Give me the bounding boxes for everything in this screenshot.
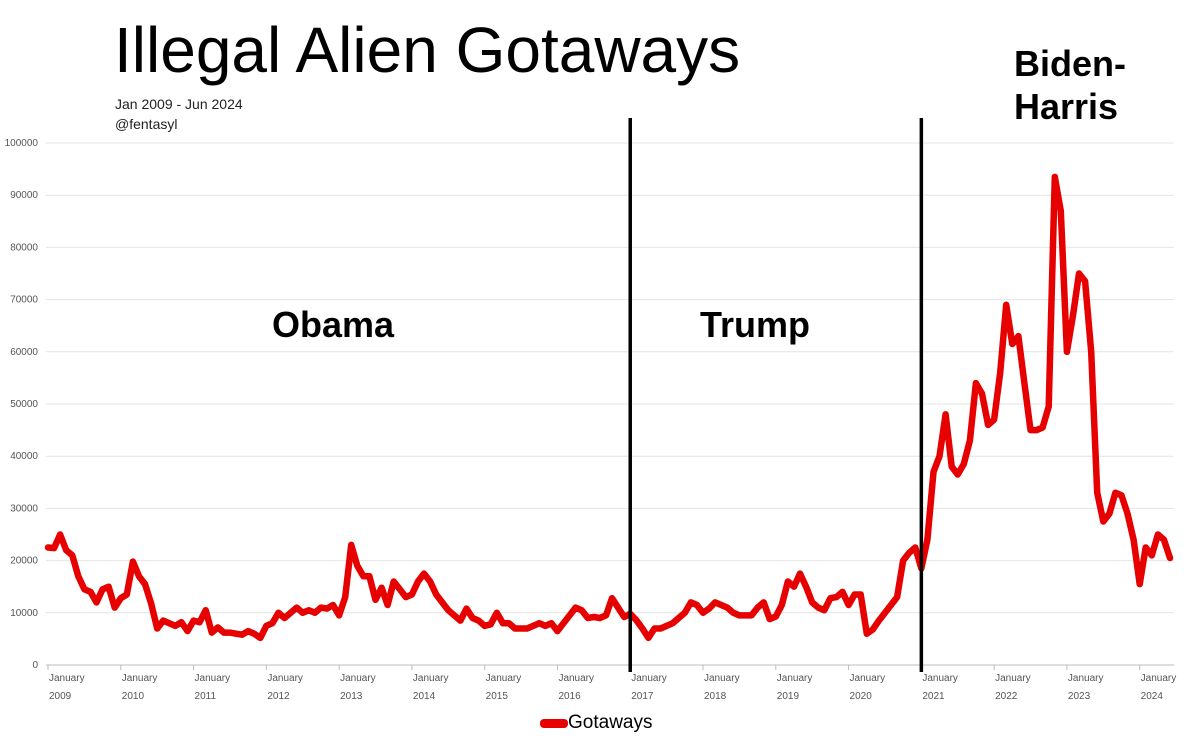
x-tick-label-month: January [49, 673, 85, 684]
era-label-trump: Trump [700, 304, 811, 345]
y-tick-label: 10000 [10, 608, 38, 619]
series-line-gotaways [44, 173, 1174, 642]
era-label-biden-harris-line1: Biden- [1014, 43, 1126, 84]
y-tick-label: 70000 [10, 295, 38, 306]
x-tick-label-month: January [558, 673, 594, 684]
era-label-biden-harris: Biden- Harris [1014, 42, 1126, 128]
x-tick-label-year: 2015 [486, 691, 509, 702]
series-gotaways [44, 173, 1174, 642]
x-tick-label-month: January [195, 673, 231, 684]
legend-swatch-gotaways [540, 718, 568, 728]
y-tick-label: 40000 [10, 451, 38, 462]
x-tick-label-month: January [777, 673, 813, 684]
x-tick-label-year: 2016 [558, 691, 581, 702]
chart-subtitle: Jan 2009 - Jun 2024 [115, 96, 243, 112]
chart-author: @fentasyl [115, 116, 178, 132]
y-tick-label: 30000 [10, 503, 38, 514]
x-tick-label-year: 2009 [49, 691, 72, 702]
x-tick-label-year: 2020 [850, 691, 873, 702]
x-tick-label-month: January [850, 673, 886, 684]
y-tick-label: 60000 [10, 347, 38, 358]
x-tick-label-year: 2012 [267, 691, 290, 702]
x-tick-label-month: January [995, 673, 1031, 684]
y-tick-label: 0 [32, 660, 38, 671]
y-axis-ticks: 0 10000 20000 30000 40000 50000 60000 70000 8000… [5, 138, 39, 671]
legend: Gotaways [540, 712, 652, 734]
x-tick-label-year: 2014 [413, 691, 436, 702]
era-label-obama: Obama [272, 304, 395, 345]
y-tick-label: 80000 [10, 242, 38, 253]
x-tick-label-month: January [122, 673, 158, 684]
y-tick-label: 100000 [5, 138, 39, 149]
y-tick-label: 20000 [10, 556, 38, 567]
x-tick-label-month: January [922, 673, 958, 684]
y-tick-label: 50000 [10, 399, 38, 410]
x-tick-label-month: January [486, 673, 522, 684]
x-tick-label-month: January [704, 673, 740, 684]
x-tick-label-year: 2011 [195, 691, 217, 702]
x-tick-label-month: January [340, 673, 376, 684]
legend-label-gotaways: Gotaways [568, 712, 653, 733]
y-tick-label: 90000 [10, 190, 38, 201]
era-dividers [628, 118, 924, 672]
x-tick-label-year: 2019 [777, 691, 800, 702]
x-tick-label-month: January [1068, 673, 1104, 684]
x-tick-label-year: 2018 [704, 691, 727, 702]
era-label-biden-harris-line2: Harris [1014, 86, 1119, 128]
x-tick-label-year: 2017 [631, 691, 654, 702]
x-tick-label-month: January [413, 673, 449, 684]
x-axis-ticks: January 2009 January 2010 January 2011 January… [47, 665, 1177, 702]
chart-title: Illegal Alien Gotaways [114, 14, 741, 86]
x-tick-label-year: 2021 [922, 691, 945, 702]
x-tick-label-year: 2023 [1068, 691, 1091, 702]
x-tick-label-year: 2010 [122, 691, 145, 702]
gridlines [46, 142, 1174, 614]
x-tick-label-year: 2022 [995, 691, 1018, 702]
x-tick-label-month: January [267, 673, 303, 684]
x-tick-label-year: 2024 [1141, 691, 1164, 702]
x-tick-label-month: January [631, 673, 667, 684]
x-tick-label-year: 2013 [340, 691, 363, 702]
x-tick-label-month: January [1141, 673, 1177, 684]
